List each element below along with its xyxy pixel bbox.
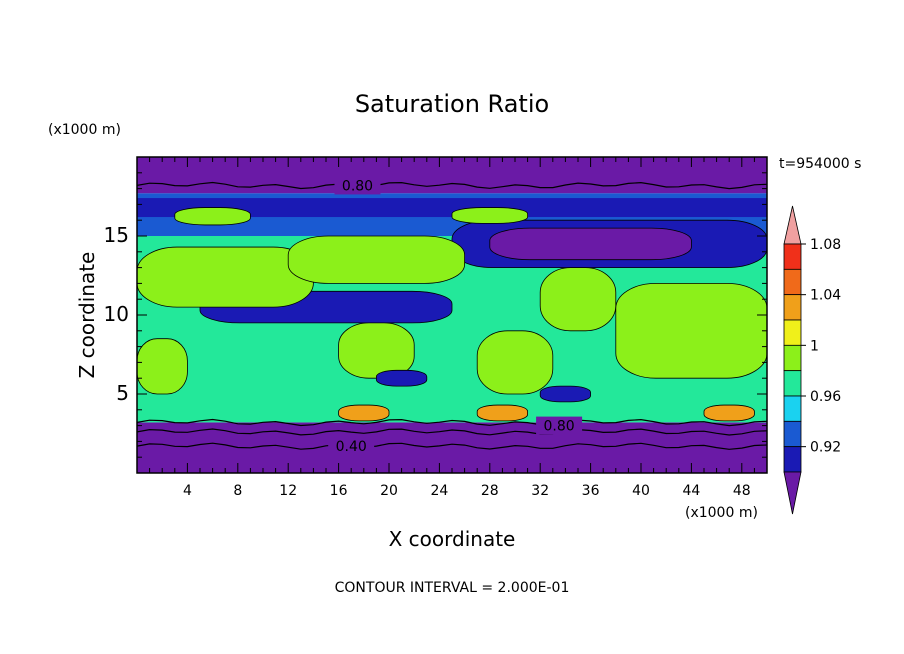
field-region [489, 227, 692, 261]
contour-lines: 0.80 0.80 0.40 [137, 176, 767, 456]
x-axis-label: X coordinate [389, 527, 516, 551]
x-tick-label: 12 [279, 483, 297, 499]
field-region [476, 330, 554, 395]
field-region [137, 246, 314, 308]
x-tick-label: 44 [682, 483, 700, 499]
colorbar-box [783, 268, 802, 296]
colorbar-label: 1.08 [810, 237, 841, 253]
time-label: t=954000 s [779, 156, 861, 172]
colorbar-box [783, 395, 802, 422]
y-axis-label: Z coordinate [75, 252, 99, 379]
colorbar-box [783, 370, 802, 397]
y-tick-label: 15 [104, 223, 129, 247]
contour-label-bg [328, 437, 375, 456]
colorbar-label: 1.04 [810, 288, 841, 304]
colorbar-box [783, 344, 802, 372]
x-tick-label: 24 [430, 483, 448, 499]
contour-label: 0.80 [342, 178, 373, 194]
colorbar-box [783, 319, 802, 346]
x-tick-label: 20 [380, 483, 398, 499]
field-region [703, 404, 755, 422]
colorbar-box [783, 294, 802, 321]
colorbar-label: 1 [810, 338, 819, 354]
colorbar-box [783, 446, 802, 473]
contour-line [137, 428, 767, 436]
contour-label-bg [334, 176, 381, 195]
x-tick-label: 48 [733, 483, 751, 499]
x-tick-label: 4 [183, 483, 192, 499]
field-region [451, 207, 528, 224]
x-tick-label: 8 [233, 483, 242, 499]
field-region [137, 338, 188, 395]
y-unit-label: (x1000 m) [48, 122, 121, 138]
colorbar: 0.92 0.96 1 1.04 1.08 [783, 205, 841, 515]
field-region [174, 207, 251, 226]
x-unit-label: (x1000 m) [685, 505, 758, 521]
colorbar-label: 0.92 [810, 440, 841, 456]
contour-label-bg [536, 416, 583, 435]
contour-line [137, 418, 767, 427]
contour-field [137, 157, 767, 473]
y-tick-label: 10 [104, 302, 129, 326]
field-region [137, 198, 767, 218]
colorbar-box [783, 243, 802, 270]
footer-contour-interval: CONTOUR INTERVAL = 2.000E-01 [335, 580, 570, 596]
field-region [287, 235, 466, 284]
colorbar-label: 0.96 [810, 389, 841, 405]
field-region [539, 385, 592, 403]
colorbar-bottom-arrow [783, 471, 802, 515]
field-region [615, 283, 767, 379]
field-region [375, 369, 428, 387]
field-region [539, 267, 617, 332]
x-tick-label: 16 [330, 483, 348, 499]
chart-title: Saturation Ratio [355, 90, 549, 118]
contour-label: 0.80 [544, 419, 575, 435]
colorbar-top-arrow [783, 205, 802, 245]
field-region [338, 404, 390, 422]
field-region [137, 157, 767, 194]
field-region [476, 404, 529, 422]
contour-line [137, 442, 767, 450]
x-tick-label: 32 [531, 483, 549, 499]
x-tick-label: 28 [481, 483, 499, 499]
y-axis: 5 10 15 [104, 172, 767, 458]
x-tick-label: 40 [632, 483, 650, 499]
contour-line [137, 181, 767, 190]
contour-label: 0.40 [336, 439, 367, 455]
x-axis: 4 8 12 16 20 24 28 32 36 40 44 48 [149, 157, 755, 499]
y-tick-label: 5 [116, 381, 129, 405]
colorbar-box [783, 420, 802, 448]
x-tick-label: 36 [582, 483, 600, 499]
